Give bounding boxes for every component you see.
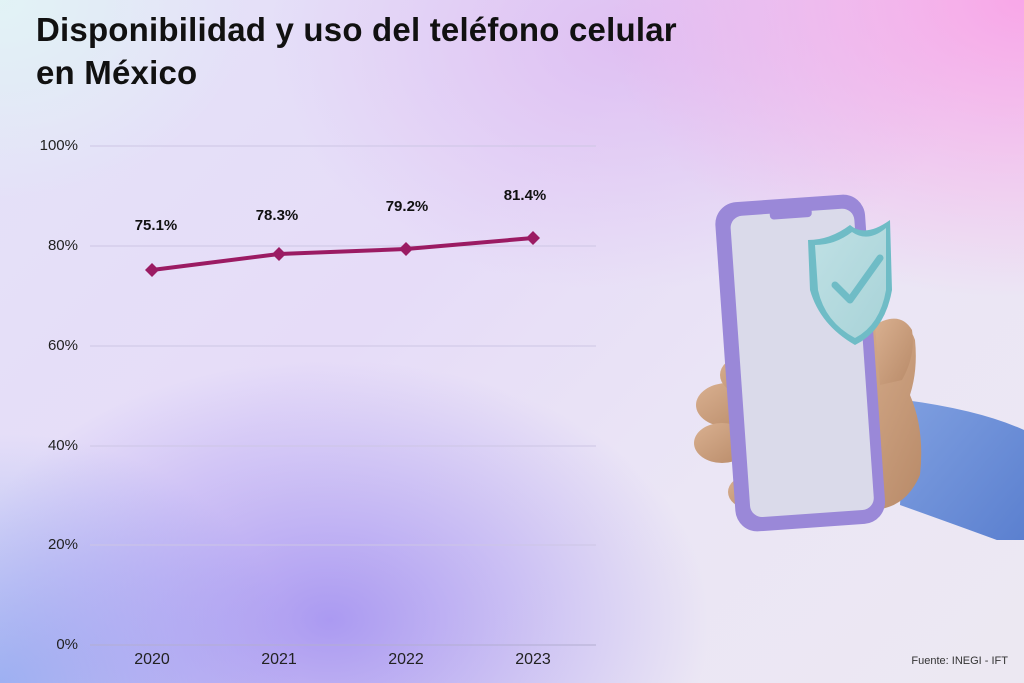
gridlines bbox=[90, 145, 596, 646]
marker-2023 bbox=[526, 231, 540, 245]
marker-2020 bbox=[145, 263, 159, 277]
data-label-2020: 75.1% bbox=[134, 217, 178, 234]
marker-2022 bbox=[399, 242, 413, 256]
hand-phone-illustration bbox=[680, 180, 1024, 550]
y-tick-80: 80% bbox=[47, 237, 78, 254]
x-tick-2021: 2021 bbox=[261, 651, 297, 668]
chart-plot-area bbox=[90, 145, 596, 646]
y-tick-100: 100% bbox=[39, 137, 78, 154]
series-markers bbox=[145, 231, 540, 277]
data-label-2022: 79.2% bbox=[385, 198, 429, 215]
x-tick-2022: 2022 bbox=[388, 651, 424, 668]
y-tick-20: 20% bbox=[47, 536, 78, 553]
x-tick-2023: 2023 bbox=[515, 651, 551, 668]
y-tick-40: 40% bbox=[47, 437, 78, 454]
data-label-2021: 78.3% bbox=[255, 207, 299, 224]
sleeve-icon bbox=[900, 400, 1024, 550]
line-chart: 100% 80% 60% 40% 20% 0% 2020 2021 2022 2… bbox=[39, 137, 596, 668]
data-label-2023: 81.4% bbox=[503, 187, 547, 204]
y-tick-0: 0% bbox=[56, 636, 78, 653]
source-note: Fuente: INEGI - IFT bbox=[911, 655, 1008, 667]
marker-2021 bbox=[272, 247, 286, 261]
title-line-2: en México bbox=[36, 54, 198, 91]
title-line-1: Disponibilidad y uso del teléfono celula… bbox=[36, 11, 677, 48]
shield-check-icon bbox=[808, 220, 892, 345]
series-line bbox=[150, 236, 535, 272]
y-tick-60: 60% bbox=[47, 337, 78, 354]
chart-title: Disponibilidad y uso del teléfono celula… bbox=[36, 8, 677, 94]
x-tick-2020: 2020 bbox=[134, 651, 170, 668]
